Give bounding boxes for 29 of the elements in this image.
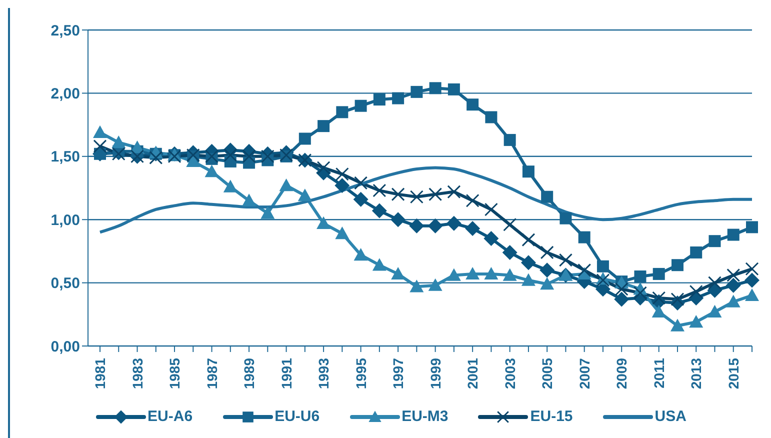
x-tick-label: 1989: [241, 358, 258, 390]
legend-label: EU-U6: [274, 408, 320, 425]
y-tick-label: 2,00: [50, 86, 80, 103]
y-tick-label: 2,50: [50, 22, 80, 40]
x-tick-label: 1993: [316, 358, 332, 390]
x-tick-label: 1985: [166, 358, 183, 390]
legend-label: EU-15: [530, 408, 573, 425]
x-tick-label: 1987: [204, 358, 220, 390]
x-tick-label: 2001: [464, 358, 481, 390]
legend-label: EU-M3: [402, 408, 448, 425]
x-tick-label: 1999: [427, 358, 444, 390]
x-tick-label: 2011: [650, 358, 667, 388]
x-tick-label: 2013: [688, 358, 704, 390]
x-tick-label: 2007: [576, 358, 592, 390]
y-tick-label: 0,50: [50, 275, 80, 292]
x-tick-label: 1983: [129, 358, 146, 390]
y-tick-label: 1,50: [50, 148, 80, 166]
legend-label: USA: [654, 408, 686, 425]
x-tick-label: 2015: [725, 358, 742, 390]
x-tick-label: 1997: [390, 358, 406, 390]
x-tick-label: 1995: [352, 358, 369, 390]
x-tick-label: 2003: [502, 358, 518, 390]
x-tick-label: 2005: [539, 358, 556, 390]
x-tick-label: 1981: [92, 358, 108, 390]
x-tick-label: 1991: [278, 358, 294, 390]
legend-label: EU-A6: [148, 408, 193, 425]
y-tick-label: 1,00: [50, 212, 80, 229]
y-tick-label: 0,00: [50, 338, 80, 356]
x-tick-label: 2009: [614, 358, 630, 390]
